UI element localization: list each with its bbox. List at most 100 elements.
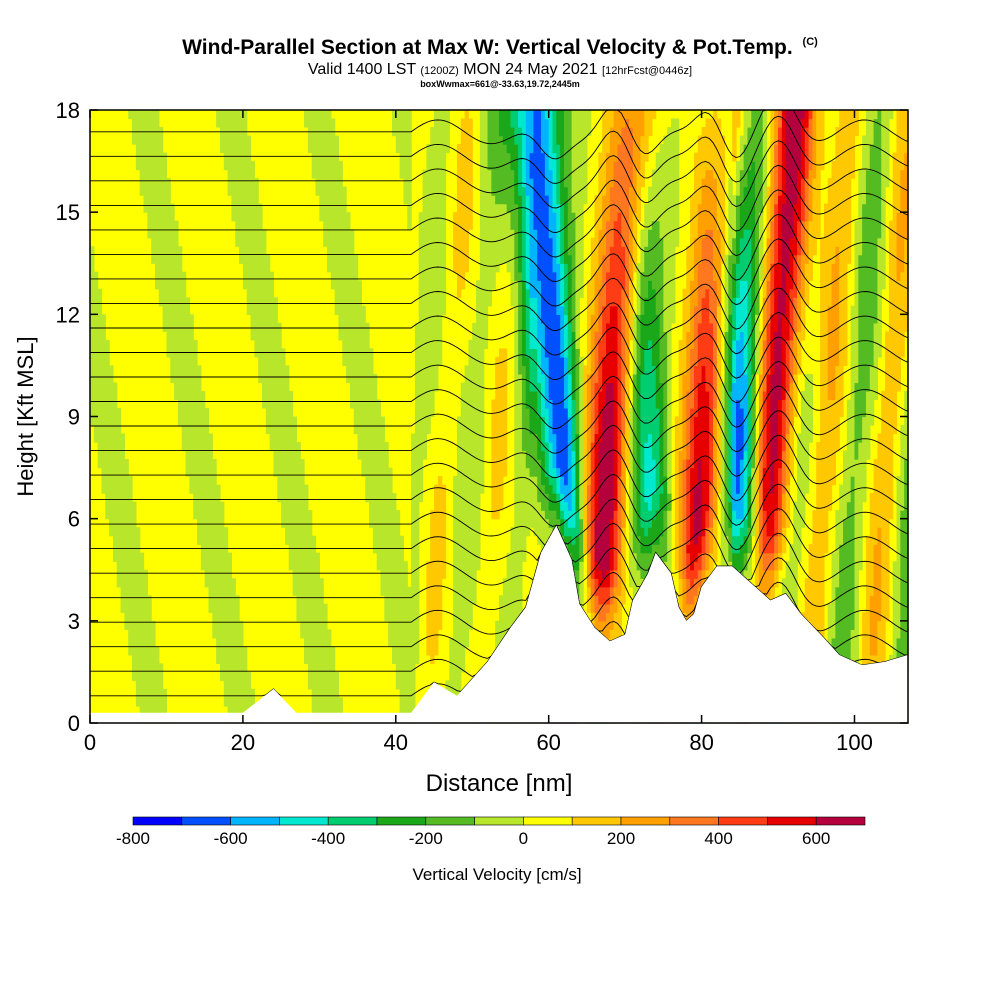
heatmap-cell <box>586 510 592 520</box>
heatmap-cell <box>284 382 290 392</box>
heatmap-cell <box>365 339 370 349</box>
heatmap-cell <box>346 246 351 256</box>
heatmap-cell <box>575 459 580 469</box>
heatmap-cell <box>541 365 546 375</box>
heatmap-cell <box>204 484 210 494</box>
heatmap-cell <box>525 297 531 307</box>
heatmap-cell <box>453 518 458 528</box>
heatmap-cell <box>506 586 512 596</box>
heatmap-cell <box>544 527 550 537</box>
heatmap-cell <box>548 169 554 179</box>
heatmap-cell <box>235 178 240 188</box>
heatmap-cell <box>177 365 183 375</box>
heatmap-cell <box>552 195 557 205</box>
heatmap-cell <box>606 152 611 162</box>
heatmap-cell <box>472 339 477 349</box>
heatmap-cell <box>460 271 466 281</box>
heatmap-cell <box>369 442 374 452</box>
heatmap-cell <box>361 416 366 426</box>
heatmap-cell <box>541 271 546 281</box>
heatmap-cell <box>460 135 466 145</box>
heatmap-cell <box>154 152 160 162</box>
heatmap-cell <box>422 425 427 435</box>
heatmap-cell <box>464 493 470 503</box>
heatmap-cell <box>326 637 332 647</box>
heatmap-cell <box>495 118 500 128</box>
heatmap-cell <box>606 518 611 528</box>
heatmap-cell <box>430 339 435 349</box>
heatmap-cell <box>403 178 408 188</box>
heatmap-cell <box>613 552 619 562</box>
heatmap-cell <box>120 476 126 486</box>
heatmap-cell <box>525 178 531 188</box>
heatmap-cell <box>628 510 634 520</box>
heatmap-cell <box>602 561 607 571</box>
heatmap-cell <box>456 654 462 665</box>
heatmap-cell <box>602 578 607 588</box>
heatmap-cell <box>491 501 496 511</box>
heatmap-cell <box>579 433 584 443</box>
heatmap-cell <box>376 484 382 494</box>
heatmap-cell <box>628 305 634 315</box>
heatmap-cell <box>456 544 462 554</box>
heatmap-cell <box>128 612 133 622</box>
heatmap-cell <box>223 688 229 699</box>
heatmap-cell <box>544 229 550 239</box>
heatmap-cell <box>342 254 347 264</box>
heatmap-cell <box>563 203 569 213</box>
heatmap-cell <box>399 169 405 179</box>
heatmap-cell <box>472 331 477 341</box>
heatmap-cell <box>602 348 607 358</box>
heatmap-cell <box>602 382 607 392</box>
heatmap-cell <box>101 390 106 401</box>
heatmap-cell <box>533 459 538 469</box>
heatmap-cell <box>521 135 527 145</box>
heatmap-cell <box>533 493 538 503</box>
heatmap-cell <box>411 586 416 596</box>
heatmap-cell <box>472 484 477 494</box>
heatmap-cell <box>411 569 416 579</box>
heatmap-cell <box>97 416 103 426</box>
heatmap-cell <box>90 382 95 392</box>
heatmap-cell <box>101 314 106 324</box>
heatmap-cell <box>476 305 481 315</box>
heatmap-cell <box>120 527 126 537</box>
heatmap-cell <box>212 629 217 639</box>
heatmap-cell <box>411 501 416 511</box>
heatmap-cell <box>479 407 485 418</box>
heatmap-cell <box>323 237 328 247</box>
heatmap-cell <box>422 263 427 273</box>
heatmap-cell <box>174 237 179 247</box>
heatmap-cell <box>449 663 454 673</box>
heatmap-cell <box>548 135 554 145</box>
heatmap-cell <box>541 518 546 528</box>
heatmap-cell <box>239 671 244 682</box>
heatmap-cell <box>537 271 542 281</box>
heatmap-cell <box>254 263 259 273</box>
heatmap-cell <box>594 203 599 213</box>
heatmap-cell <box>434 195 439 205</box>
heatmap-cell <box>311 697 317 707</box>
heatmap-cell <box>567 280 573 290</box>
heatmap-cell <box>216 552 221 562</box>
heatmap-cell <box>476 467 481 477</box>
heatmap-cell <box>460 450 466 460</box>
heatmap-cell <box>193 493 198 503</box>
heatmap-cell <box>563 288 569 298</box>
heatmap-cell <box>376 459 382 469</box>
heatmap-cell <box>628 144 634 154</box>
heatmap-cell <box>319 680 324 690</box>
heatmap-cell <box>418 339 424 349</box>
heatmap-cell <box>609 569 615 579</box>
heatmap-cell <box>135 561 141 571</box>
heatmap-cell <box>353 339 359 349</box>
heatmap-cell <box>583 118 588 128</box>
heatmap-cell <box>525 373 531 384</box>
heatmap-cell <box>579 135 584 145</box>
heatmap-cell <box>418 467 424 477</box>
heatmap-cell <box>414 501 420 511</box>
heatmap-cell <box>216 535 221 545</box>
heatmap-cell <box>609 203 615 213</box>
heatmap-cell <box>128 510 133 520</box>
heatmap-cell <box>575 305 580 315</box>
